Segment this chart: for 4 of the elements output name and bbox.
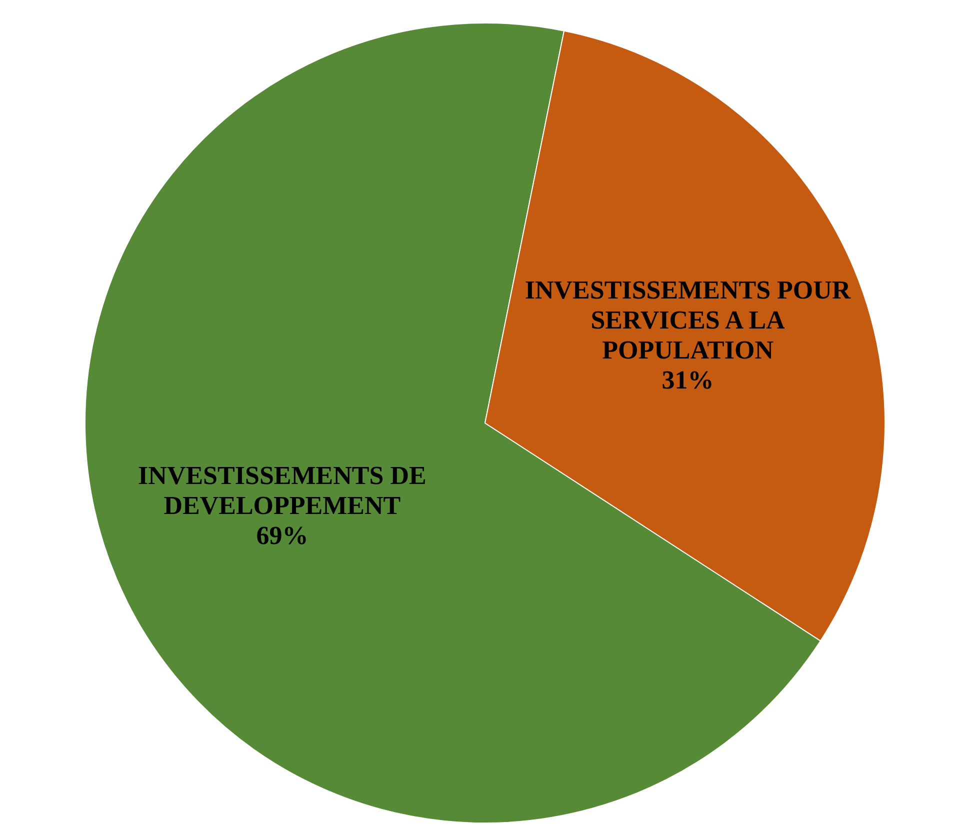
data-label: 31% [662,366,714,395]
data-label: 69% [256,521,308,550]
slice-label: INVESTISSEMENTS DE DEVELOPPEMENT [138,461,426,520]
slice-label: INVESTISSEMENTS POUR SERVICES A LA POPULATION [524,276,851,365]
